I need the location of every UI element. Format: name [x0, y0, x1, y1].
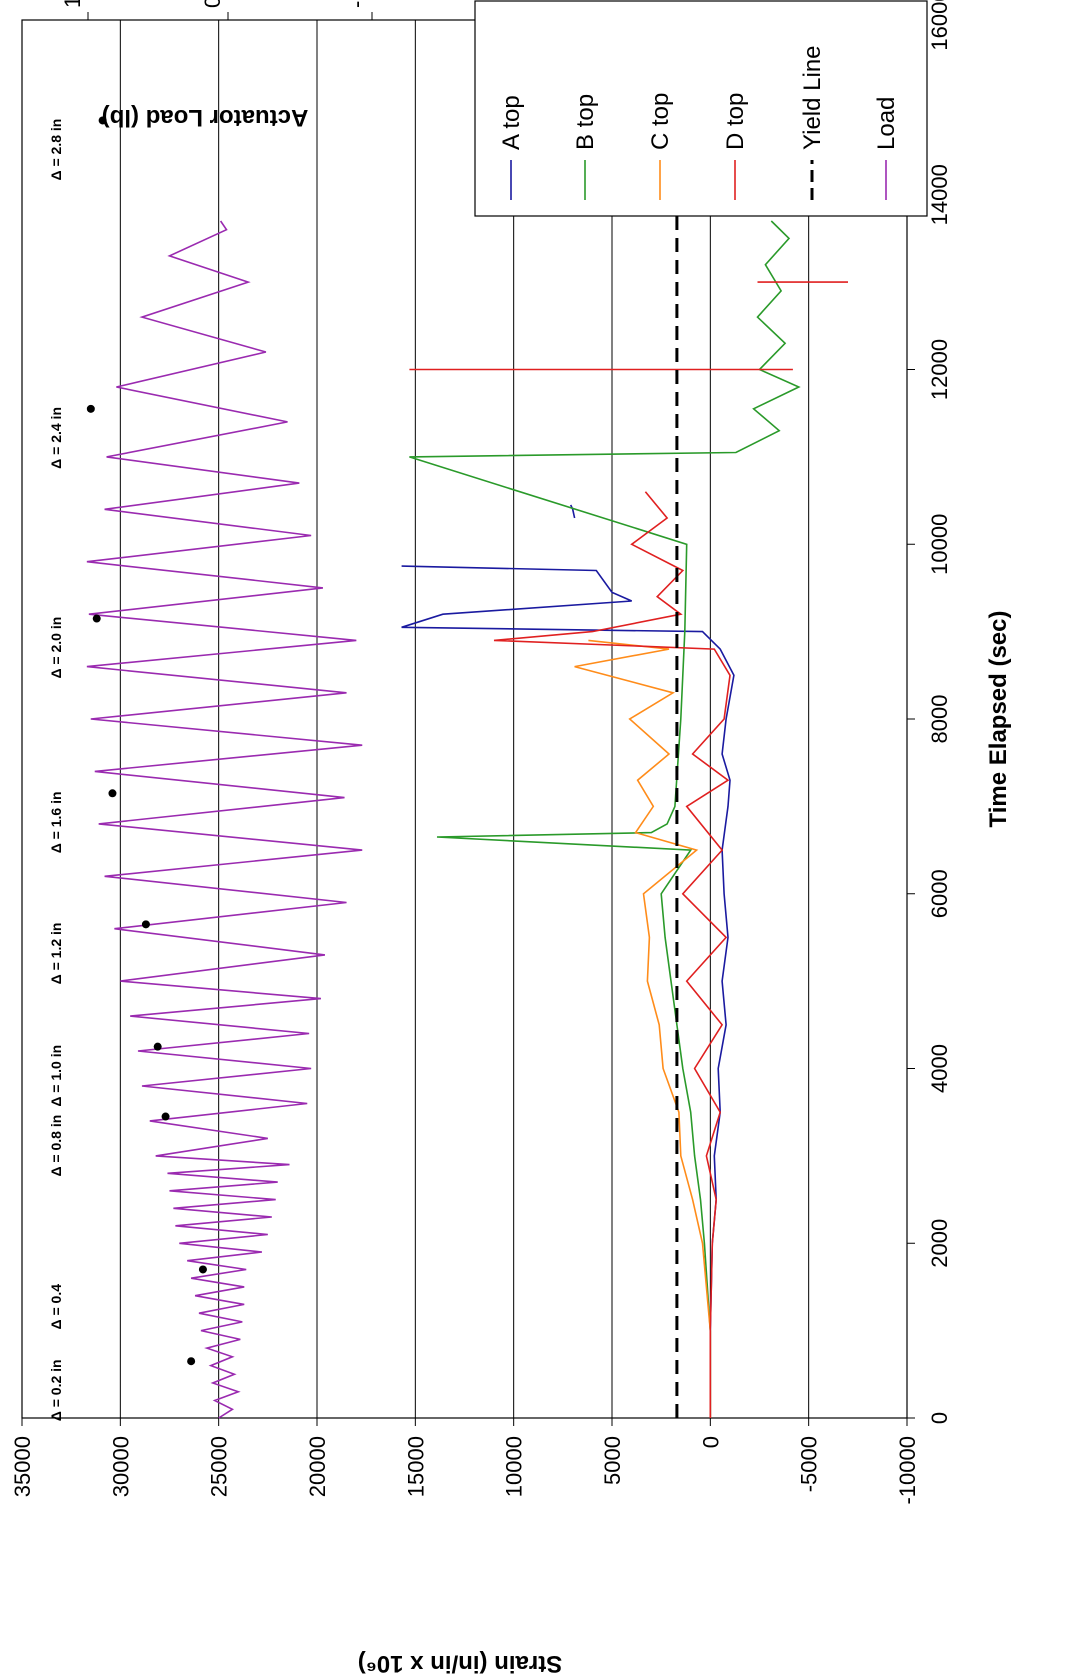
y-tick-label: -5000 — [797, 1436, 822, 1492]
y-tick-label: 10000 — [502, 1436, 527, 1497]
series-line-d-top — [493, 491, 731, 1418]
annotation-label: Δ = 1.0 in — [48, 1045, 64, 1107]
y-tick-label: 20000 — [305, 1436, 330, 1497]
y-tick-label: 15000 — [403, 1436, 428, 1497]
x-tick-label: 8000 — [927, 695, 952, 744]
annotation-marker — [161, 1112, 170, 1121]
annotation-marker — [92, 614, 101, 623]
annotation-marker — [86, 404, 95, 413]
x-tick-label: 6000 — [927, 869, 952, 918]
y-tick-label: 5000 — [600, 1436, 625, 1485]
y2-tick-label: 0 — [200, 0, 225, 8]
legend: A top B top C top D top Yield Line Load — [474, 0, 928, 217]
x-tick-label: 16000 — [927, 0, 952, 51]
annotation-marker — [153, 1042, 162, 1051]
series-line-a-top — [401, 565, 735, 1418]
legend-box — [474, 0, 928, 217]
legend-label-yield-line: Yield Line — [799, 45, 826, 150]
series-line-load — [86, 220, 363, 1419]
y-tick-label: 0 — [698, 1436, 723, 1448]
annotation-label: Δ = 1.2 in — [48, 923, 64, 985]
legend-label-c-top: C top — [647, 93, 674, 150]
annotation-marker — [187, 1357, 196, 1366]
y-tick-label: -10000 — [895, 1436, 920, 1505]
annotation-label: Δ = 2.8 in — [48, 119, 64, 181]
annotation-label: Δ = 0.4 — [48, 1284, 64, 1330]
y-tick-label: 25000 — [207, 1436, 232, 1497]
series-line-c-top — [574, 639, 712, 1418]
x-tick-label: 2000 — [927, 1219, 952, 1268]
legend-label-d-top: D top — [722, 93, 749, 150]
y2-axis-title: Actuator Load (lb) — [102, 104, 309, 131]
x-tick-label: 4000 — [927, 1044, 952, 1093]
annotation-marker — [108, 789, 117, 798]
annotation-marker — [98, 116, 107, 125]
annotation-label: Δ = 0.8 in — [48, 1115, 64, 1177]
x-tick-label: 12000 — [927, 339, 952, 400]
legend-label-a-top: A top — [498, 95, 525, 150]
annotation-label: Δ = 2.0 in — [48, 617, 64, 679]
annotation-marker — [198, 1265, 207, 1274]
y-axis-title: Strain (in/in x 10⁶) — [358, 1650, 562, 1677]
y-tick-label: 35000 — [10, 1436, 35, 1497]
legend-label-load: Load — [873, 97, 900, 150]
annotation-label: Δ = 2.4 in — [48, 407, 64, 469]
x-tick-label: 14000 — [927, 164, 952, 225]
annotation-marker — [141, 920, 150, 929]
annotation-label: Δ = 0.2 in — [48, 1359, 64, 1421]
annotation-label: Δ = 1.6 in — [48, 791, 64, 853]
plot-frame — [21, 19, 908, 1419]
x-tick-label: 0 — [927, 1412, 952, 1424]
x-tick-label: 10000 — [927, 514, 952, 575]
x-axis-title: Time Elapsed (sec) — [985, 611, 1012, 828]
legend-label-b-top: B top — [572, 94, 599, 150]
plot-area: 35000 30000 25000 20000 15000 10000 5000 0 -5000… — [10, 0, 1012, 1677]
series-line-a-top — [569, 504, 576, 519]
y-tick-label: 30000 — [108, 1436, 133, 1497]
series-line-b-top — [409, 220, 801, 1418]
